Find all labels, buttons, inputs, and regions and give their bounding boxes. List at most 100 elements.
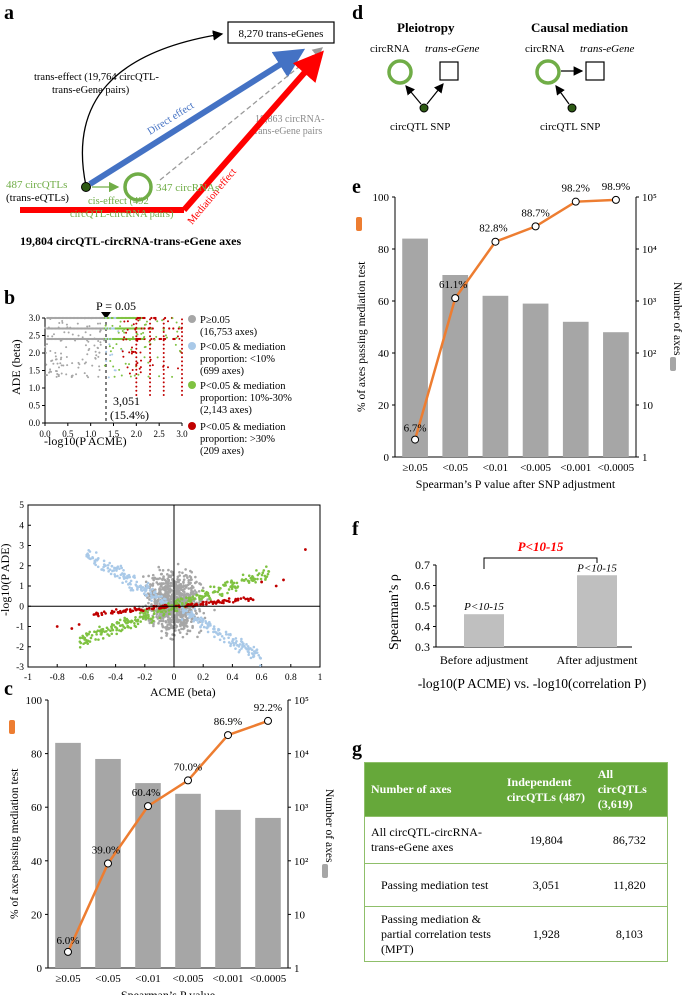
bbot-point <box>198 609 202 613</box>
btop-point <box>137 373 140 376</box>
btop-point <box>162 329 165 332</box>
bbot-point <box>227 588 231 591</box>
circrnas-label: 347 circRNAs <box>156 182 219 194</box>
panel-a-diagram: 8,270 trans-eGenes trans-effect (19,764 … <box>6 21 335 248</box>
e-line-label: 61.1% <box>439 279 467 291</box>
bbot-point <box>152 591 156 595</box>
c-line-point <box>264 716 272 725</box>
bbot-point <box>175 584 178 587</box>
bbot-point <box>169 637 172 641</box>
bbot-point <box>170 570 173 573</box>
btop-point <box>135 394 138 396</box>
bbot-point <box>274 584 278 588</box>
bbot-point <box>112 610 116 614</box>
bbot-point <box>139 608 142 612</box>
bbot-point <box>142 575 145 578</box>
btop-point <box>135 360 138 363</box>
bbot-point <box>135 619 139 623</box>
bbot-point <box>153 598 157 601</box>
btop-point <box>77 361 80 364</box>
btop-point <box>108 343 111 346</box>
btop-point <box>44 351 47 354</box>
bbot-point <box>115 568 118 571</box>
c-bar <box>135 783 161 968</box>
bbot-point <box>129 582 132 586</box>
btop-point <box>181 347 183 350</box>
panel-b-bottom-scatter: ACME (beta) -log10(P ADE) -1 -0.8 -0.6 -0.4… <box>0 501 323 699</box>
c-y-tick-label-left: 100 <box>26 695 43 707</box>
bbot-point <box>199 616 203 619</box>
c-category-label: <0.001 <box>213 973 244 985</box>
btop-point <box>97 375 100 378</box>
bbot-point <box>197 589 201 593</box>
btop-point <box>57 326 60 329</box>
bbot-point <box>169 595 173 599</box>
btop-point <box>162 356 165 359</box>
bbot-point <box>186 576 189 579</box>
bbot-point <box>181 616 184 619</box>
bbot-point <box>174 618 177 621</box>
c-y-tick-label-left: 60 <box>31 802 43 814</box>
bbot-point <box>226 591 229 595</box>
btop-point <box>103 364 106 367</box>
table-header-row: Number of axes Independent circQTLs (487… <box>364 762 668 817</box>
bbot-point <box>110 564 114 568</box>
btop-point <box>135 347 138 350</box>
btop-point <box>151 327 154 330</box>
btop-point <box>138 318 141 321</box>
btop-point <box>149 322 152 325</box>
btop-point <box>93 337 96 340</box>
bbot-point <box>173 623 177 627</box>
bbot-point <box>155 615 158 619</box>
e-bar <box>603 332 629 457</box>
bbot-point <box>263 574 267 578</box>
legend-line-2: proportion: <10% <box>200 354 275 365</box>
btop-point <box>135 364 138 367</box>
bbot-point <box>167 602 170 605</box>
bbot-point <box>247 598 250 601</box>
e-category-label: <0.05 <box>443 462 469 474</box>
bbot-point <box>174 592 178 595</box>
bbot-x-tick-label: -0.8 <box>50 673 65 683</box>
bbot-point <box>183 587 186 591</box>
btop-point <box>176 330 179 333</box>
bbot-point <box>70 627 74 630</box>
c-line-point <box>64 947 72 956</box>
bbot-point <box>259 664 262 667</box>
bbot-point <box>193 607 197 611</box>
bbot-point <box>253 650 257 653</box>
btop-point <box>111 353 114 356</box>
bbot-point <box>200 623 204 626</box>
btop-point <box>162 326 165 329</box>
bbot-point <box>195 591 198 594</box>
bbot-point <box>241 645 245 648</box>
btop-point <box>128 372 131 375</box>
btop-point <box>120 374 123 377</box>
bbot-point <box>110 632 114 636</box>
btop-p-label: P = 0.05 <box>96 299 136 313</box>
bbot-point <box>138 615 142 618</box>
btop-point <box>149 358 152 361</box>
bbot-point <box>169 626 172 629</box>
bbot-point <box>150 594 153 597</box>
btop-point <box>150 337 153 341</box>
bbot-point <box>175 612 179 615</box>
bbot-point <box>126 624 129 628</box>
bbot-point <box>110 625 113 628</box>
bbot-point <box>104 612 107 615</box>
bbot-y-tick-label: 5 <box>19 501 24 511</box>
bbot-point <box>267 570 271 573</box>
bbot-point <box>167 598 171 602</box>
bbot-point <box>196 593 199 597</box>
pleio-egene-box <box>439 61 459 81</box>
bbot-point <box>128 586 131 589</box>
bbot-point <box>150 596 153 600</box>
bbot-point <box>109 572 113 576</box>
bbot-point <box>162 614 165 617</box>
bbot-point <box>107 628 110 631</box>
bbot-point <box>247 574 251 578</box>
pleio-circrna-ring <box>387 59 413 85</box>
bbot-point <box>171 577 174 581</box>
bbot-point <box>178 599 181 603</box>
btop-point <box>131 350 134 353</box>
